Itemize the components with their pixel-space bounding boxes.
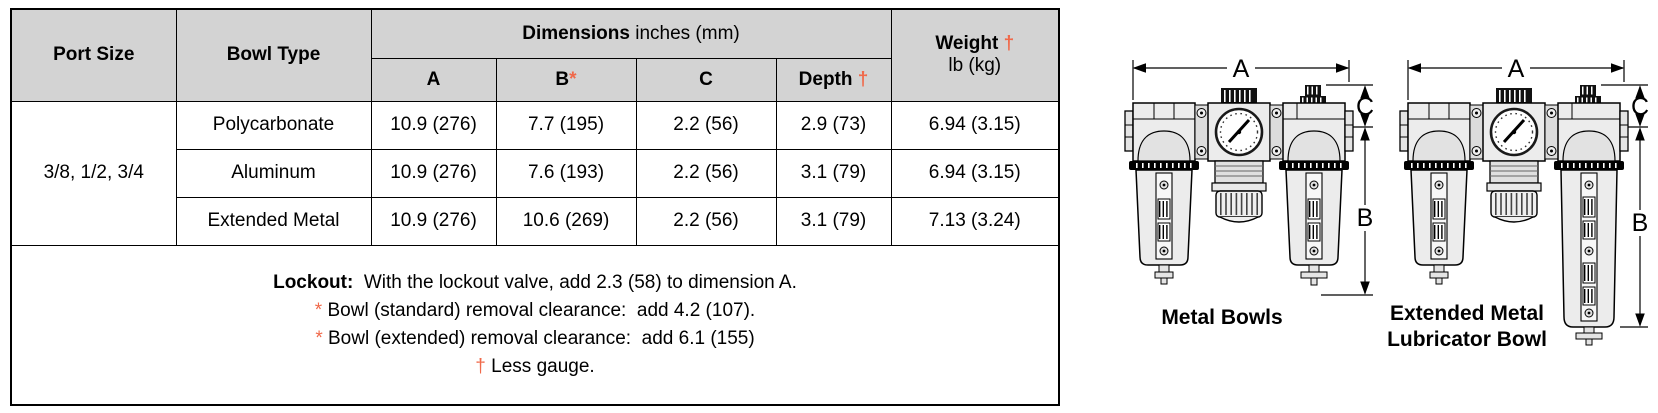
header-col-depth: Depth † (775, 57, 892, 102)
regulator-unit (1482, 88, 1546, 223)
header-port-size: Port Size (10, 8, 177, 102)
lubricator-drain (1575, 326, 1603, 346)
dim-b-label: B (1357, 204, 1374, 232)
dim-a-label: A (1508, 55, 1525, 83)
dimension-a-arrow (1407, 60, 1625, 100)
filter-drain (1154, 264, 1174, 285)
header-dimensions-bold: Dimensions (522, 22, 630, 44)
col-b-asterisk-mark: * (569, 68, 577, 90)
lubricator-drain (1300, 264, 1328, 286)
dim-b-cell: 7.7 (195) (495, 100, 637, 150)
header-col-c: C (635, 57, 777, 102)
dimension-a-arrow (1132, 60, 1350, 100)
dim-c-label: C (1631, 93, 1649, 121)
dim-depth-cell: 3.1 (79) (775, 196, 892, 246)
table-row: 3/8, 1/2, 3/4 Polycarbonate 10.9 (276) 7… (10, 100, 1060, 246)
metal-bowls-caption: Metal Bowls (1161, 306, 1282, 329)
dim-c-cell: 2.2 (56) (635, 100, 777, 150)
note-less-gauge: † Less gauge. (475, 355, 595, 377)
bowl-type-cell: Extended Metal (175, 196, 372, 246)
adjustment-knob (1215, 190, 1263, 218)
weight-cell: 7.13 (3.24) (890, 196, 1060, 246)
header-weight: Weight † lb (kg) (890, 8, 1060, 102)
extended-caption-line2: Lubricator Bowl (1387, 328, 1547, 351)
note-extended-clearance: * Bowl (extended) removal clearance: add… (315, 327, 755, 349)
table-row: Aluminum 10.9 (276) 7.6 (193) 2.2 (56) 3… (11, 148, 1060, 198)
dimension-b-arrow (1321, 127, 1373, 296)
header-weight-units: lb (kg) (948, 55, 1002, 77)
depth-dagger-mark: † (857, 68, 869, 90)
note-lockout: Lockout: With the lockout valve, add 2.3… (16, 269, 1054, 297)
dim-c-cell: 2.2 (56) (635, 148, 777, 198)
filter-drain (1429, 264, 1449, 285)
footnotes: Lockout: With the lockout valve, add 2.3… (10, 244, 1060, 405)
lubricator-unit (1554, 85, 1629, 346)
weight-cell: 6.94 (3.15) (890, 148, 1060, 198)
asterisk-mark: * (314, 299, 323, 321)
dim-c-label: C (1356, 93, 1374, 121)
filter-unit (1399, 102, 1474, 285)
filter-unit (1124, 102, 1199, 285)
header-col-a: A (370, 57, 497, 102)
dimension-b-arrow (1620, 127, 1648, 328)
dim-a-cell: 10.9 (276) (370, 100, 497, 150)
lockout-label: Lockout: (273, 271, 354, 293)
dim-b-cell: 10.6 (269) (495, 196, 637, 246)
adjustment-knob (1490, 190, 1538, 218)
dimensions-table: Port Size Bowl Type Dimensions inches (m… (10, 8, 1060, 406)
weight-cell: 6.94 (3.15) (890, 100, 1060, 150)
dimension-c-arrow (1601, 84, 1648, 128)
metal-bowls-drawing: A (1124, 55, 1374, 329)
dim-a-cell: 10.9 (276) (370, 196, 497, 246)
dimension-c-arrow (1326, 84, 1373, 128)
header-dimensions: Dimensions inches (mm) (370, 8, 892, 59)
header-bowl-type: Bowl Type (175, 8, 372, 102)
dim-depth-cell: 3.1 (79) (775, 148, 892, 198)
header-dimensions-units: inches (mm) (629, 22, 740, 44)
table-row: Extended Metal 10.9 (276) 10.6 (269) 2.2… (11, 196, 1060, 246)
bowl-type-cell: Aluminum (175, 148, 372, 198)
dagger-mark: † (475, 355, 486, 377)
regulator-unit (1207, 88, 1271, 223)
dim-b-label: B (1632, 209, 1649, 237)
note-standard-clearance: * Bowl (standard) removal clearance: add… (314, 299, 756, 321)
weight-dagger-mark: † (1003, 33, 1015, 55)
extended-metal-drawing: A (1387, 55, 1649, 351)
dim-depth-cell: 2.9 (73) (775, 100, 892, 150)
lockout-text: With the lockout valve, add 2.3 (58) to … (353, 271, 797, 293)
dim-b-cell: 7.6 (193) (495, 148, 637, 198)
lubricator-unit (1279, 85, 1354, 286)
header-weight-bold: Weight (935, 33, 1004, 55)
dim-c-cell: 2.2 (56) (635, 196, 777, 246)
port-size-value: 3/8, 1/2, 3/4 (10, 100, 177, 246)
bowl-type-cell: Polycarbonate (175, 100, 372, 150)
asterisk-mark: * (315, 327, 323, 349)
dim-a-cell: 10.9 (276) (370, 148, 497, 198)
dim-a-label: A (1233, 55, 1250, 83)
extended-caption-line1: Extended Metal (1390, 302, 1544, 325)
header-col-b: B* (495, 57, 637, 102)
